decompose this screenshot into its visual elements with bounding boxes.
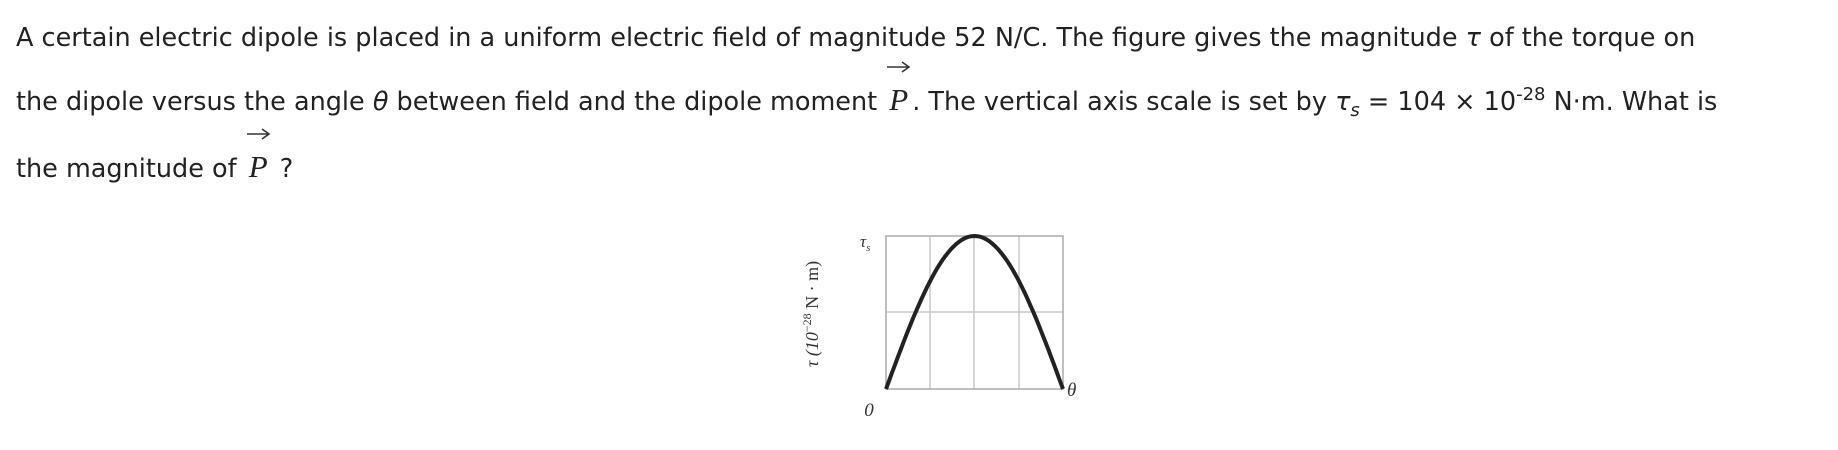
text: of the torque on <box>1480 23 1696 53</box>
symbol: P <box>889 81 909 117</box>
text: the magnitude of <box>16 154 245 184</box>
text: N·m. What is <box>1545 86 1718 117</box>
vector: P <box>885 60 912 129</box>
text: the dipole versus the angle <box>16 86 373 117</box>
text: = 104 × 10 <box>1359 86 1517 117</box>
symbol: P <box>248 149 268 184</box>
vector-arrow <box>887 60 911 73</box>
y-axis-label: τ (10−28 N · m) <box>800 261 823 367</box>
question: A certain electric dipole is placed in a… <box>16 10 1717 198</box>
origin-label: 0 <box>864 400 874 421</box>
symbol: τ <box>1335 86 1351 117</box>
subscript: s <box>866 242 870 254</box>
x-axis-label: θ <box>1067 380 1076 401</box>
vector: P <box>245 128 272 196</box>
text: A certain electric dipole is placed in a… <box>16 23 1466 53</box>
text: N · m) <box>802 261 823 314</box>
text: between field and the dipole moment <box>388 86 886 117</box>
torque-curve <box>884 233 1065 390</box>
grid <box>886 236 1063 389</box>
superscript: -28 <box>1516 83 1546 105</box>
top-label: τs <box>860 232 870 254</box>
symbol: τ <box>860 232 867 251</box>
superscript: −28 <box>800 313 814 332</box>
subscript: s <box>1350 99 1360 121</box>
vector-arrow <box>246 128 271 140</box>
text: . The vertical axis scale is set by <box>912 86 1336 117</box>
text: ? <box>271 154 294 184</box>
symbol: τ <box>1465 23 1481 53</box>
text: τ (10 <box>802 332 823 367</box>
symbol: θ <box>372 86 389 117</box>
